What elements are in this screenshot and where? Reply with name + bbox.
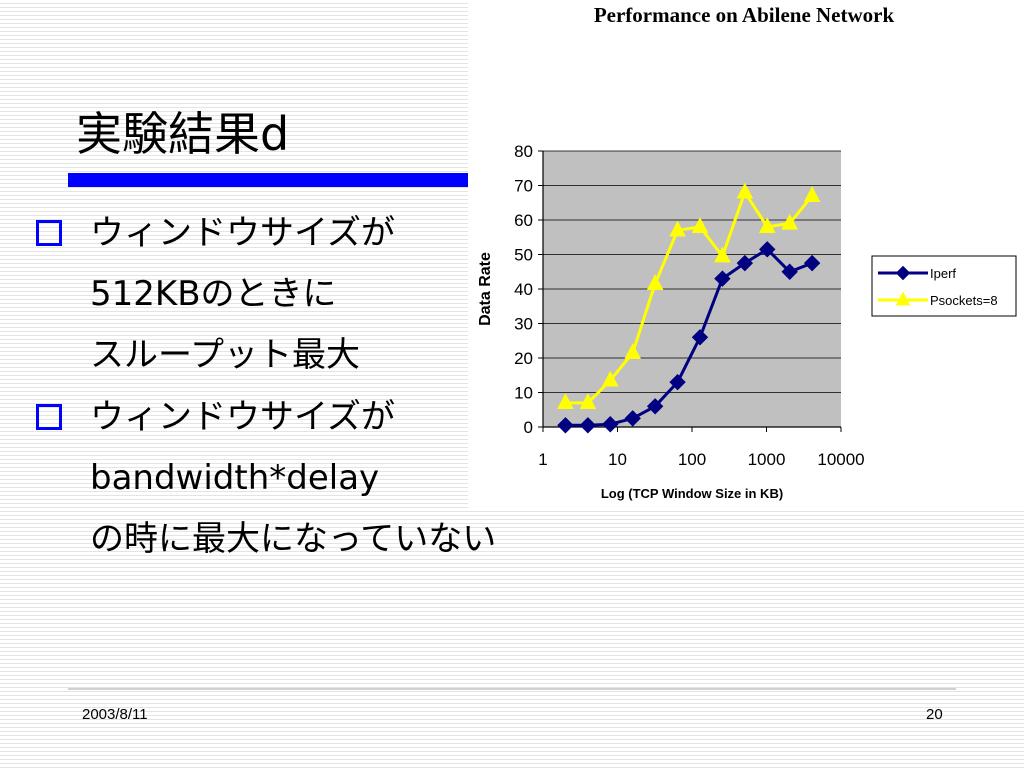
psockets-point bbox=[646, 274, 664, 290]
iperf-point bbox=[669, 373, 686, 391]
chart-panel: Performance on Abilene Network 0 10 20 30 40… bbox=[468, 0, 1024, 508]
x-tick-label: 1000 bbox=[748, 450, 786, 469]
page-number: 20 bbox=[926, 706, 943, 723]
psockets-point bbox=[601, 370, 619, 387]
series-psockets bbox=[557, 182, 821, 409]
slide-title: 実験結果d bbox=[76, 107, 290, 161]
footer-date: 2003/8/11 bbox=[82, 706, 148, 723]
psockets-point bbox=[579, 393, 597, 409]
y-tick-label: 20 bbox=[514, 349, 533, 368]
psockets-point bbox=[736, 182, 754, 199]
legend: Iperf Psockets=8 bbox=[871, 255, 1017, 317]
psockets-point bbox=[624, 343, 642, 359]
x-tick-label: 100 bbox=[678, 450, 706, 469]
psockets-point bbox=[557, 393, 574, 409]
iperf-point bbox=[736, 254, 754, 272]
iperf-point bbox=[691, 329, 709, 346]
y-tick-label: 40 bbox=[514, 280, 533, 299]
x-axis-label: Log (TCP Window Size in KB) bbox=[601, 486, 783, 501]
bullet-2-line-2: bandwidth*delay bbox=[90, 458, 380, 498]
y-tick-label: 10 bbox=[514, 384, 533, 403]
y-axis-label: Data Rate bbox=[477, 252, 494, 326]
series-layer bbox=[557, 182, 821, 434]
footer-divider bbox=[68, 688, 956, 690]
psockets-point bbox=[714, 246, 731, 263]
bullet-1-line-2: 512KBのときに bbox=[90, 274, 337, 314]
x-tick-label: 10000 bbox=[817, 450, 864, 469]
y-tick-label: 0 bbox=[524, 418, 533, 437]
bullet-square-icon bbox=[36, 404, 62, 430]
bullet-1-line-1: ウィンドウサイズが bbox=[90, 213, 395, 253]
iperf-point bbox=[803, 254, 821, 272]
y-tick-label: 60 bbox=[514, 211, 533, 230]
y-tick-label: 30 bbox=[514, 315, 533, 334]
psockets-point bbox=[781, 213, 799, 230]
iperf-point bbox=[624, 410, 641, 427]
psockets-point bbox=[758, 217, 776, 234]
iperf-point bbox=[602, 416, 619, 433]
bullet-2-line-1: ウィンドウサイズが bbox=[90, 397, 395, 437]
y-axis-ticks: 0 10 20 30 40 50 60 70 80 bbox=[514, 142, 543, 437]
y-tick-label: 50 bbox=[514, 246, 533, 265]
legend-label: Iperf bbox=[930, 266, 956, 281]
iperf-point bbox=[557, 417, 574, 434]
legend-label: Psockets=8 bbox=[930, 293, 998, 308]
iperf-point bbox=[895, 265, 911, 281]
psockets-point bbox=[669, 220, 686, 237]
title-underline bbox=[68, 173, 488, 187]
psockets-point bbox=[895, 291, 911, 306]
x-tick-label: 1 bbox=[538, 450, 547, 469]
iperf-point bbox=[646, 398, 664, 415]
bullet-1-line-3: スループット最大 bbox=[90, 335, 360, 375]
bullet-2-line-3: の時に最大になっていない bbox=[90, 519, 497, 559]
performance-chart: Performance on Abilene Network 0 10 20 30 40… bbox=[477, 3, 1017, 501]
bullet-square-icon bbox=[36, 220, 62, 246]
psockets-point bbox=[691, 217, 709, 234]
x-axis-ticks: 1 10 100 1000 10000 bbox=[538, 427, 865, 469]
series-iperf bbox=[557, 241, 821, 434]
iperf-point bbox=[714, 270, 731, 287]
iperf-point bbox=[781, 263, 798, 280]
psockets-point bbox=[803, 186, 821, 202]
legend-box bbox=[871, 255, 1017, 317]
chart-title: Performance on Abilene Network bbox=[594, 3, 895, 27]
iperf-point bbox=[759, 241, 776, 258]
y-tick-label: 80 bbox=[514, 142, 533, 161]
iperf-point bbox=[579, 417, 597, 434]
y-tick-label: 70 bbox=[514, 177, 533, 196]
x-tick-label: 10 bbox=[608, 450, 627, 469]
